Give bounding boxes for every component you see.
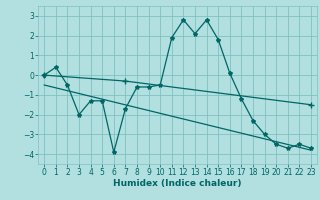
X-axis label: Humidex (Indice chaleur): Humidex (Indice chaleur) — [113, 179, 242, 188]
